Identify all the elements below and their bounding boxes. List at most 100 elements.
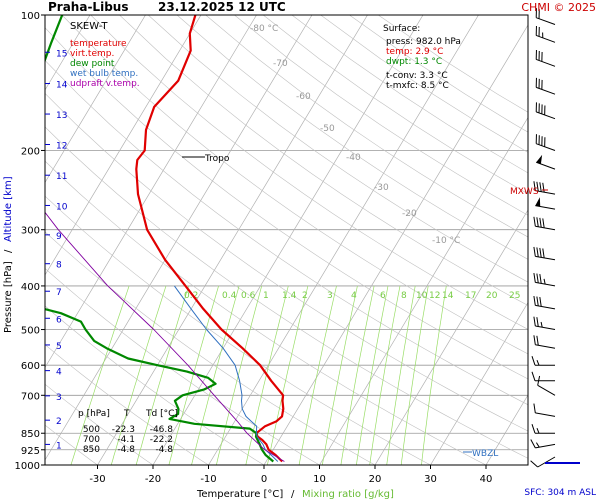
surface-title: Surface: [383, 24, 420, 34]
isotherm-label: -50 [320, 124, 335, 134]
wind-barb-flag [538, 26, 540, 37]
wind-barb-flag [531, 424, 536, 434]
wind-barb-flag [533, 403, 536, 414]
isotherm [374, 209, 528, 465]
wind-barb-flag [533, 295, 536, 306]
wind-barb-staff [537, 384, 556, 396]
mixing-ratio-line [400, 285, 429, 465]
wind-barb [535, 102, 556, 120]
y-label-altitude: Altitude [km] [3, 176, 14, 242]
isotherm [97, 15, 368, 465]
dry-adiabat [45, 231, 376, 465]
wind-barb-staff [535, 205, 556, 210]
legend-temperature: temperature [70, 39, 127, 49]
mixing-ratio-label: 0.2 [184, 291, 198, 301]
isotherm-label: -70 [273, 59, 288, 69]
altitude-tick-label: 14 [56, 81, 68, 91]
wind-barb-staff [536, 17, 556, 25]
mixing-ratio-label: 10 [416, 291, 428, 301]
wind-barb [533, 295, 556, 310]
wind-barb-staff [536, 34, 556, 43]
wind-barb [535, 25, 556, 43]
wind-barb-flag [535, 49, 537, 60]
wind-barb-staff [536, 161, 556, 170]
temperature-tick-label: 0 [261, 474, 267, 485]
mixing-ratio-line [245, 285, 289, 465]
wind-barb-staff [536, 111, 556, 120]
wind-barb-flag [541, 79, 543, 90]
wind-barb-staff [536, 143, 556, 151]
dry-adiabat [61, 15, 528, 355]
profile-series [45, 15, 285, 463]
legend-virt-temp: virt.temp. [70, 49, 114, 59]
wind-barb-flag [531, 371, 536, 381]
temperature-tick-label: 10 [313, 474, 326, 485]
x-label-separator: / [291, 489, 295, 500]
mixing-ratio-line [298, 285, 337, 465]
wind-barb-flag [530, 460, 539, 468]
wind-barb-flag [533, 181, 536, 191]
wind-barb [536, 154, 556, 170]
wind-barb-flag [536, 217, 539, 227]
pressure-tick-label: 1000 [15, 461, 40, 472]
mixing-ratio-label: 20 [486, 291, 498, 301]
temperature-tick-label: -10 [200, 474, 216, 485]
table-cell: -4.8 [155, 445, 173, 455]
surface-press: press: 982.0 hPa [386, 37, 461, 47]
pressure-tick-label: 300 [21, 226, 40, 237]
mixing-ratio-label: 12 [429, 291, 440, 301]
mixing-ratio-label: 0.4 [222, 291, 237, 301]
datetime-title: 23.12.2025 12 UTC [158, 0, 286, 14]
wind-barb-flag [535, 8, 537, 18]
wind-barb [533, 316, 556, 330]
wind-barb-flag [535, 25, 537, 36]
altitude-tick-label: 1 [56, 441, 62, 451]
wind-barb-flag [541, 136, 543, 146]
wind-barb-staff [535, 412, 556, 417]
isotherm-label: -80 °C [250, 24, 278, 34]
wind-barb-flag [538, 103, 540, 113]
wind-barb-staff [535, 255, 556, 261]
mixing-ratio-line [216, 285, 263, 465]
altitude-tick-label: 8 [56, 261, 62, 271]
table-cell: -46.8 [150, 425, 174, 435]
temperature-tick-label: -20 [145, 474, 161, 485]
table-header-td: Td [°C] [145, 409, 178, 419]
isotherm [430, 301, 528, 465]
pressure-tick-label: 850 [21, 429, 40, 440]
mixing-ratio-line [110, 285, 167, 465]
dry-adiabat [45, 126, 528, 459]
pressure-tick-label: 100 [21, 11, 40, 22]
wind-barb [533, 216, 556, 231]
dry-adiabat [45, 267, 320, 465]
surface-dwpt: dwpt: 1.3 °C [386, 57, 442, 67]
dry-adiabat [45, 344, 209, 465]
x-label-mixing: Mixing ratio [g/kg] [302, 489, 394, 500]
wind-barb-flag [536, 317, 539, 327]
wind-barb-staff [536, 86, 556, 95]
dry-adiabat [90, 15, 528, 330]
isotherm [45, 15, 257, 369]
table-cell: 850 [83, 445, 100, 455]
table-cell: -4.8 [117, 445, 135, 455]
wind-barb [537, 375, 556, 396]
mixing-ratio-label: 14 [442, 291, 454, 301]
wind-barb [531, 371, 555, 382]
wind-barb-flag [535, 102, 537, 112]
axes: 1002003004005006007008509251000123456789… [15, 11, 529, 485]
dewpoint-line [45, 15, 275, 463]
altitude-tick-label: 11 [56, 172, 67, 182]
wind-barb-flag [539, 247, 542, 258]
mixing-ratio-label: 6 [380, 291, 386, 301]
dry-adiabat [119, 15, 528, 306]
mixing-ratio-label: 1.4 [282, 291, 297, 301]
credit: CHMI © 2025 [521, 1, 596, 14]
isotherm [45, 15, 313, 461]
table-cell: -4.1 [117, 435, 135, 445]
wind-barb-halfflag [543, 278, 546, 285]
wind-barb-flag [539, 274, 542, 284]
legend-updraft: udpraft v.temp. [70, 79, 140, 89]
wind-barb [530, 439, 556, 449]
wind-barb [530, 456, 556, 468]
pressure-tick-label: 700 [21, 391, 40, 402]
